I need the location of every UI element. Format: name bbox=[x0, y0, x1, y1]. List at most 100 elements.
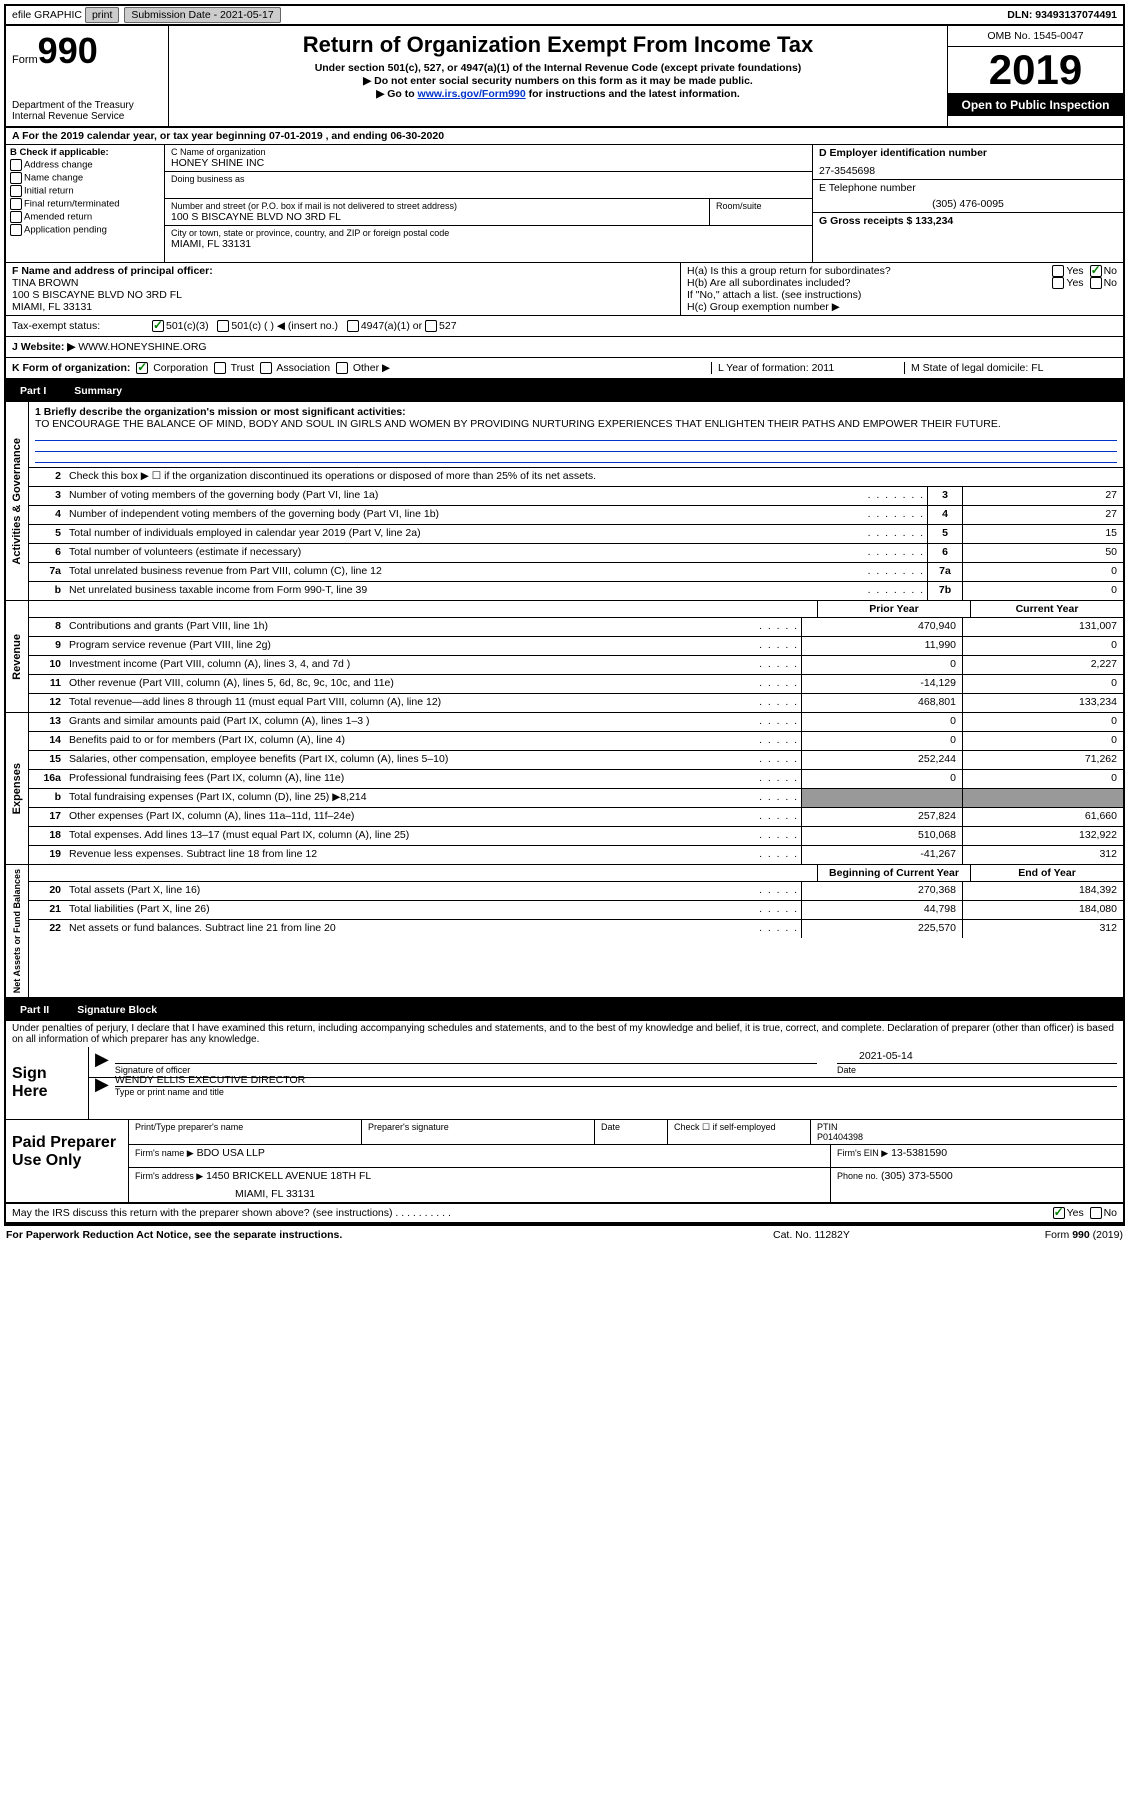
mission-text: TO ENCOURAGE THE BALANCE OF MIND, BODY A… bbox=[35, 418, 1117, 430]
data-row: 15Salaries, other compensation, employee… bbox=[29, 751, 1123, 770]
org-name: HONEY SHINE INC bbox=[171, 157, 806, 169]
h-note: If "No," attach a list. (see instruction… bbox=[687, 289, 1117, 301]
data-row: 22Net assets or fund balances. Subtract … bbox=[29, 920, 1123, 938]
dba-label: Doing business as bbox=[171, 174, 806, 184]
firm-addr-value: 1450 BRICKELL AVENUE 18TH FL bbox=[206, 1170, 371, 1182]
footer-center: Cat. No. 11282Y bbox=[773, 1229, 973, 1241]
501c-checkbox[interactable] bbox=[217, 320, 229, 332]
print-button[interactable]: print bbox=[85, 7, 119, 23]
address-change-checkbox[interactable] bbox=[10, 159, 22, 171]
officer-city: MIAMI, FL 33131 bbox=[12, 301, 674, 313]
preparer-name-header: Print/Type preparer's name bbox=[129, 1120, 362, 1144]
room-label: Room/suite bbox=[716, 201, 806, 211]
corp-checkbox[interactable] bbox=[136, 362, 148, 374]
firm-addr-city: MIAMI, FL 33131 bbox=[235, 1188, 824, 1200]
yes-label: Yes bbox=[1066, 265, 1083, 277]
4947-checkbox[interactable] bbox=[347, 320, 359, 332]
final-return-checkbox[interactable] bbox=[10, 198, 22, 210]
form-prefix: Form bbox=[12, 54, 38, 66]
k-trust: Trust bbox=[231, 362, 255, 374]
initial-return-checkbox[interactable] bbox=[10, 185, 22, 197]
data-row: bTotal fundraising expenses (Part IX, co… bbox=[29, 789, 1123, 808]
m-box: M State of legal domicile: FL bbox=[904, 362, 1117, 374]
firm-addr-label: Firm's address ▶ bbox=[135, 1171, 203, 1181]
part2-label: Part II bbox=[12, 1002, 65, 1018]
hb-no-checkbox[interactable] bbox=[1090, 277, 1102, 289]
name-label: C Name of organization bbox=[171, 147, 806, 157]
discuss-yes-checkbox[interactable] bbox=[1053, 1207, 1065, 1219]
data-row: 19Revenue less expenses. Subtract line 1… bbox=[29, 846, 1123, 864]
gov-row: 6Total number of volunteers (estimate if… bbox=[29, 544, 1123, 563]
discuss-text: May the IRS discuss this return with the… bbox=[12, 1207, 393, 1219]
no-label: No bbox=[1104, 277, 1117, 289]
chk-label: Final return/terminated bbox=[24, 199, 120, 210]
trust-checkbox[interactable] bbox=[214, 362, 226, 374]
data-row: 8Contributions and grants (Part VIII, li… bbox=[29, 618, 1123, 637]
part1-label: Part I bbox=[12, 383, 62, 399]
application-pending-checkbox[interactable] bbox=[10, 224, 22, 236]
k-other: Other ▶ bbox=[353, 362, 390, 374]
sub1: Under section 501(c), 527, or 4947(a)(1)… bbox=[177, 62, 939, 74]
data-row: 21Total liabilities (Part X, line 26). .… bbox=[29, 901, 1123, 920]
yes-label: Yes bbox=[1067, 1207, 1084, 1219]
527-checkbox[interactable] bbox=[425, 320, 437, 332]
sub2: ▶ Do not enter social security numbers o… bbox=[177, 75, 939, 87]
ha-label: H(a) Is this a group return for subordin… bbox=[687, 265, 1052, 277]
begin-year-header: Beginning of Current Year bbox=[817, 865, 970, 881]
501c3-checkbox[interactable] bbox=[152, 320, 164, 332]
hb-label: H(b) Are all subordinates included? bbox=[687, 277, 1052, 289]
gov-label: Activities & Governance bbox=[9, 434, 25, 569]
dots: . . . . . . . . . . bbox=[393, 1207, 451, 1219]
instructions-link[interactable]: www.irs.gov/Form990 bbox=[418, 88, 526, 100]
phone-label: E Telephone number bbox=[819, 182, 1117, 194]
topbar: efile GRAPHIC print Submission Date - 20… bbox=[6, 6, 1123, 26]
opt3: 4947(a)(1) or bbox=[361, 320, 422, 332]
no-label: No bbox=[1104, 265, 1117, 277]
self-employed-check: Check ☐ if self-employed bbox=[668, 1120, 811, 1144]
other-checkbox[interactable] bbox=[336, 362, 348, 374]
penalty-text: Under penalties of perjury, I declare th… bbox=[6, 1021, 1123, 1047]
current-year-header: Current Year bbox=[970, 601, 1123, 617]
chk-label: Application pending bbox=[24, 225, 107, 236]
city-value: MIAMI, FL 33131 bbox=[171, 238, 806, 250]
section-b-label: B Check if applicable: bbox=[10, 147, 160, 158]
website-label: J Website: ▶ bbox=[12, 341, 75, 353]
ein-value: 27-3545698 bbox=[819, 165, 1117, 177]
opt4: 527 bbox=[439, 320, 457, 332]
sub3-pre: ▶ Go to bbox=[376, 88, 417, 100]
data-row: 20Total assets (Part X, line 16). . . . … bbox=[29, 882, 1123, 901]
data-row: 9Program service revenue (Part VIII, lin… bbox=[29, 637, 1123, 656]
k-label: K Form of organization: bbox=[12, 362, 130, 374]
prior-year-header: Prior Year bbox=[817, 601, 970, 617]
mission-label: 1 Briefly describe the organization's mi… bbox=[35, 406, 1117, 418]
discuss-no-checkbox[interactable] bbox=[1090, 1207, 1102, 1219]
amended-return-checkbox[interactable] bbox=[10, 211, 22, 223]
footer-right: Form 990 (2019) bbox=[973, 1229, 1123, 1241]
name-change-checkbox[interactable] bbox=[10, 172, 22, 184]
sign-here-label: Sign Here bbox=[6, 1047, 89, 1119]
footer-left: For Paperwork Reduction Act Notice, see … bbox=[6, 1229, 773, 1241]
officer-addr: 100 S BISCAYNE BLVD NO 3RD FL bbox=[12, 289, 674, 301]
assoc-checkbox[interactable] bbox=[260, 362, 272, 374]
header: Form990 Department of the Treasury Inter… bbox=[6, 26, 1123, 128]
ha-yes-checkbox[interactable] bbox=[1052, 265, 1064, 277]
data-row: 16aProfessional fundraising fees (Part I… bbox=[29, 770, 1123, 789]
gross-receipts: G Gross receipts $ 133,234 bbox=[819, 215, 1117, 227]
exp-label: Expenses bbox=[9, 759, 25, 818]
part2-header: Part II Signature Block bbox=[6, 999, 1123, 1021]
phone-value: (305) 476-0095 bbox=[819, 198, 1117, 210]
city-label: City or town, state or province, country… bbox=[171, 228, 806, 238]
submission-date-button[interactable]: Submission Date - 2021-05-17 bbox=[124, 7, 280, 23]
chk-label: Name change bbox=[24, 173, 83, 184]
hb-yes-checkbox[interactable] bbox=[1052, 277, 1064, 289]
firm-phone-label: Phone no. bbox=[837, 1171, 878, 1181]
section-c: C Name of organization HONEY SHINE INC D… bbox=[165, 145, 812, 262]
chk-label: Amended return bbox=[24, 212, 92, 223]
tax-status-label: Tax-exempt status: bbox=[12, 320, 152, 332]
gov-row: 7aTotal unrelated business revenue from … bbox=[29, 563, 1123, 582]
ha-no-checkbox[interactable] bbox=[1090, 265, 1102, 277]
ptin-label: PTIN bbox=[817, 1122, 838, 1132]
line-a: A For the 2019 calendar year, or tax yea… bbox=[6, 128, 1123, 145]
name-title-label: Type or print name and title bbox=[115, 1086, 1117, 1097]
preparer-sig-header: Preparer's signature bbox=[362, 1120, 595, 1144]
